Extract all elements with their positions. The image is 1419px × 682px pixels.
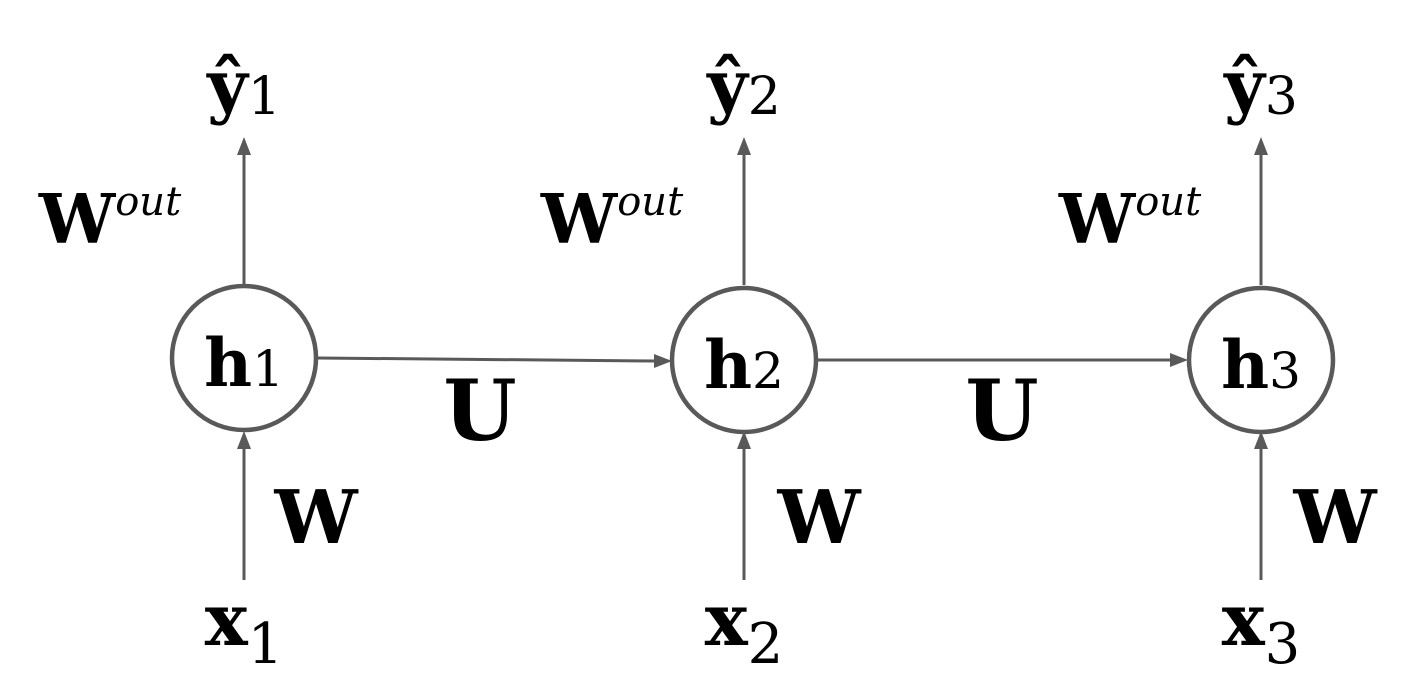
output-weight-superscript-3: out	[1135, 179, 1202, 225]
output-label-1: ŷ1	[206, 44, 281, 127]
input-subscript-2: 2	[748, 612, 784, 677]
output-label-2: ŷ2	[706, 44, 781, 127]
output-weight-symbol-2: W	[540, 180, 619, 260]
recurrent-weight-label-2: U	[965, 361, 1038, 460]
hidden-node-circle-2	[669, 285, 819, 435]
input-weight-label-3: W	[1292, 475, 1377, 561]
recurrent-arrowhead-1	[654, 354, 672, 368]
input-arrowhead-2	[737, 431, 751, 449]
hidden-node-circle-3	[1186, 285, 1336, 435]
hidden-node-2: h2	[669, 285, 819, 435]
recurrent-edge-1	[317, 356, 657, 363]
input-symbol-3: x	[1222, 577, 1266, 662]
output-symbol-3: ŷ	[1223, 44, 1267, 127]
output-subscript-2: 2	[748, 67, 781, 127]
output-weight-label-1: Wout	[38, 179, 182, 260]
output-weight-label-2: Wout	[540, 179, 684, 260]
output-subscript-3: 3	[1265, 67, 1298, 127]
hidden-node-1: h1	[169, 283, 319, 433]
output-subscript-1: 1	[248, 67, 281, 127]
output-symbol-2: ŷ	[706, 44, 750, 127]
input-arrowhead-1	[237, 431, 251, 449]
hidden-node-3: h3	[1186, 285, 1336, 435]
hidden-symbol-2: h	[704, 326, 752, 404]
recurrent-weight-label-1: U	[443, 361, 516, 460]
hidden-node-label-1: h1	[204, 324, 284, 402]
output-label-3: ŷ3	[1223, 44, 1298, 127]
input-label-3: x3	[1222, 577, 1301, 677]
input-subscript-1: 1	[248, 612, 284, 677]
input-subscript-3: 3	[1265, 612, 1301, 677]
recurrent-arrowhead-2	[1170, 353, 1188, 367]
output-weight-superscript-2: out	[617, 179, 684, 225]
hidden-subscript-3: 3	[1269, 342, 1301, 400]
hidden-symbol-3: h	[1221, 326, 1269, 404]
input-weight-label-2: W	[776, 475, 861, 561]
output-arrowhead-1	[237, 137, 251, 155]
output-arrowhead-2	[737, 137, 751, 155]
output-symbol-1: ŷ	[206, 44, 250, 127]
input-weight-label-1: W	[273, 475, 358, 561]
output-arrowhead-3	[1254, 137, 1268, 155]
output-weight-superscript-1: out	[115, 179, 182, 225]
hidden-node-circle-1	[169, 283, 319, 433]
hidden-subscript-2: 2	[752, 342, 784, 400]
input-label-2: x2	[705, 577, 784, 677]
output-weight-symbol-3: W	[1058, 180, 1137, 260]
hidden-node-label-3: h3	[1221, 326, 1301, 404]
input-label-1: x1	[205, 577, 284, 677]
input-arrowhead-3	[1254, 431, 1268, 449]
input-symbol-2: x	[705, 577, 749, 662]
hidden-subscript-1: 1	[252, 340, 284, 398]
hidden-symbol-1: h	[204, 324, 252, 402]
hidden-node-label-2: h2	[704, 326, 784, 404]
output-weight-label-3: Wout	[1058, 179, 1202, 260]
input-symbol-1: x	[205, 577, 249, 662]
output-weight-symbol-1: W	[38, 180, 117, 260]
